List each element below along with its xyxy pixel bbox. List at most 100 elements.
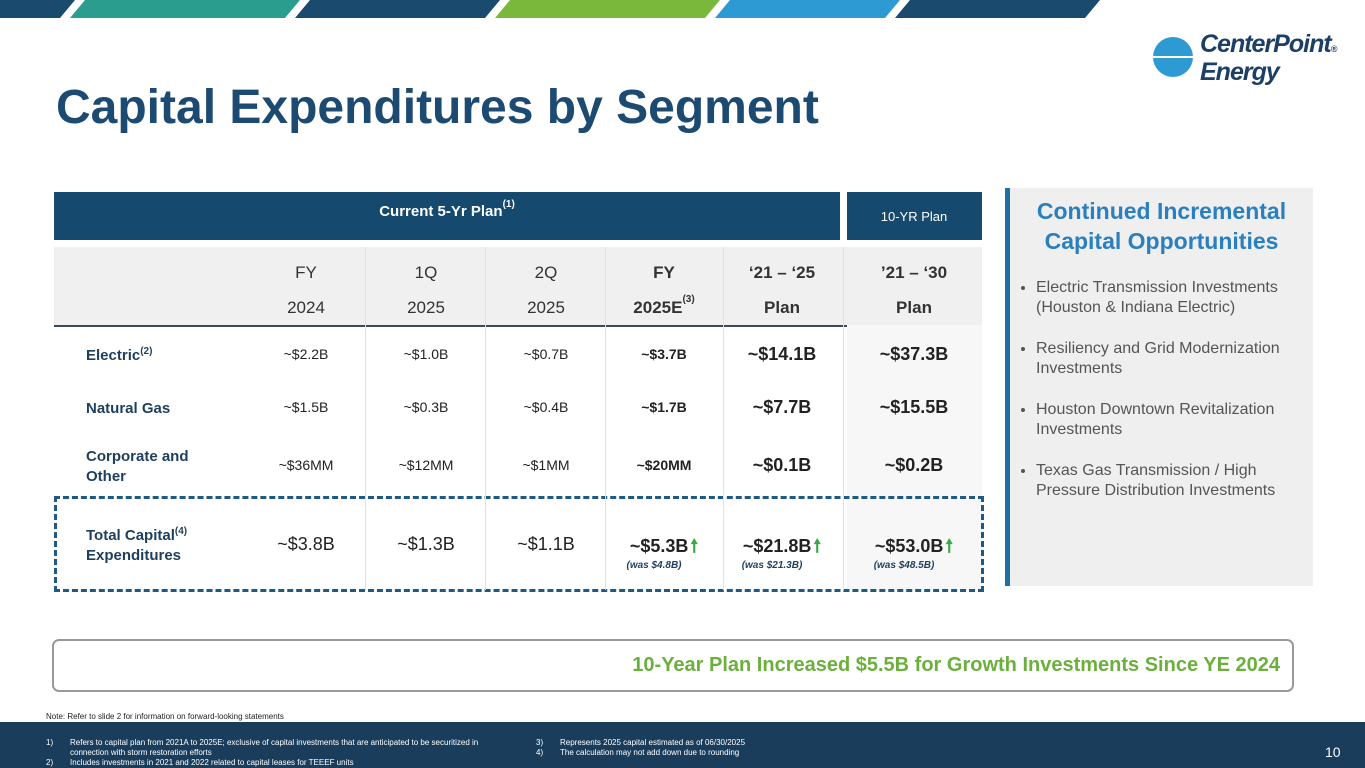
footnote-text: Includes investments in 2021 and 2022 re… [70,758,354,767]
logo-mark [1152,37,1194,77]
row-label-text: Corporate and Other [86,448,189,485]
cell-value: ~$21.8B [742,536,812,556]
cell-value: ~$1.5B [283,399,329,415]
cell-value: ~$0.2B [884,455,944,475]
logo-line: CenterPoint [1200,30,1332,58]
cell: ~$3.8B [277,534,335,555]
row-label-text: Expenditures [86,547,182,564]
bullet: Electric Transmission Investments (Houst… [1036,278,1299,318]
row-label: Natural Gas [86,399,216,419]
cell: ~$1MM [522,457,569,473]
side-panel: Continued Incremental Capital Opportunit… [1005,188,1313,586]
cell: ~$14.1B [748,344,817,365]
ten-year-column-bg [847,325,982,590]
footnote-text: The calculation may not add down due to … [560,748,740,757]
plan-header-bg [54,192,840,240]
column-header: 2025E(3) [633,294,694,318]
row-label: Total Capital(4) Expenditures [86,526,246,566]
row-label-text: Electric [86,347,141,364]
ten-year-header-bg [847,192,982,240]
callout: 10-Year Plan Increased $5.5B for Growth … [632,654,1280,676]
column-header: FY [295,263,317,282]
note-ref: (4) [174,526,188,537]
column-separator [605,247,606,590]
was-value: (was $4.8B) [626,560,682,571]
column-header: Plan [896,298,932,318]
column-header: 2024 [287,298,325,318]
footnote-text: Represents 2025 capital estimated as of … [560,738,746,747]
cell: ~$0.2B [885,455,944,476]
column-header-text: Plan [896,298,932,317]
cell-value: ~$2.2B [283,346,329,362]
note-ref: (1) [502,199,515,210]
footnote-number: 2) [46,758,54,767]
total-highlight [54,496,984,592]
callout-box: 10-Year Plan Increased $5.5B for Growth … [52,639,1294,692]
ten-year-header: 10-YR Plan [880,209,948,224]
bullet-list: Electric Transmission Investments (Houst… [1010,278,1313,501]
cell-value: ~$0.3B [403,399,449,415]
row-label-text: Total Capital [86,527,175,544]
logo-text: CenterPoint® [1200,30,1338,59]
cell-value: ~$15.5B [879,397,949,417]
cell-value: ~$1MM [522,457,570,473]
top-stripes [0,0,1100,18]
cell-value: ~$3.7B [641,346,687,362]
cell: ~$1.1B [517,534,575,555]
page-number: 10 [1325,744,1341,760]
column-header-text: Plan [764,298,800,317]
column-header-bg [54,247,982,327]
cell: ~$0.7B [524,346,569,362]
note-ref: (3) [682,294,695,305]
up-arrow: 🠕 [690,536,699,556]
logo-text: Energy [1200,58,1280,86]
cell-value: ~$37.3B [879,344,949,364]
cell-value: ~$53.0B [874,536,944,556]
cell: ~$37.3B [880,344,949,365]
cell: ~$5.3B 🠕 [630,534,698,564]
cell-value: ~$7.7B [752,397,812,417]
note-ref: (2) [140,346,153,357]
cell-value: ~$36MM [278,457,334,473]
logo-reg: ® [1330,44,1338,54]
cell: ~$1.3B [397,534,455,555]
column-header: 2025 [407,298,445,318]
column-header: 2025 [527,298,565,318]
was-value: (was $21.3B) [741,560,803,571]
cell: ~$53.0B 🠕 [875,534,953,564]
bullet: Resiliency and Grid Modernization Invest… [1036,339,1299,379]
cell-value: ~$12MM [398,457,454,473]
footnote-number: 1) [46,738,54,747]
bullet: Houston Downtown Revitalization Investme… [1036,400,1299,440]
column-header-text: 2024 [287,298,325,317]
cell: ~$7.7B [753,397,812,418]
cell: ~$12MM [399,457,454,473]
cell: ~$1.5B [284,399,329,415]
row-label: Electric(2) [86,346,216,366]
footnote-text: Refers to capital plan from 2021A to 202… [70,738,479,757]
column-header: ‘21 – ‘25 [748,263,816,282]
up-arrow: 🠕 [945,536,954,556]
cell: ~$2.2B [284,346,329,362]
column-header: ’21 – ‘30 [880,263,948,282]
row-label-text: Natural Gas [86,400,171,417]
footnote-number: 3) [536,738,544,747]
cell: ~$0.1B [753,455,812,476]
column-header: 2Q [534,263,558,282]
column-header: Plan [764,298,800,318]
cell-value: ~$1.7B [641,399,687,415]
cell: ~$20MM [637,457,692,473]
plan-header: Current 5-Yr Plan(1) [379,199,515,220]
row-label: Corporate and Other [86,447,216,487]
cell: ~$1.0B [404,346,449,362]
was-value: (was $48.5B) [873,560,935,571]
column-separator [723,247,724,590]
cell: ~$0.4B [524,399,569,415]
column-header-text: 2025E [633,298,683,317]
footnote-number: 4) [536,748,544,757]
cell: ~$3.7B [641,346,687,362]
cell-value: ~$20MM [636,457,692,473]
cell: ~$21.8B 🠕 [743,534,821,564]
column-header: 1Q [414,263,438,282]
